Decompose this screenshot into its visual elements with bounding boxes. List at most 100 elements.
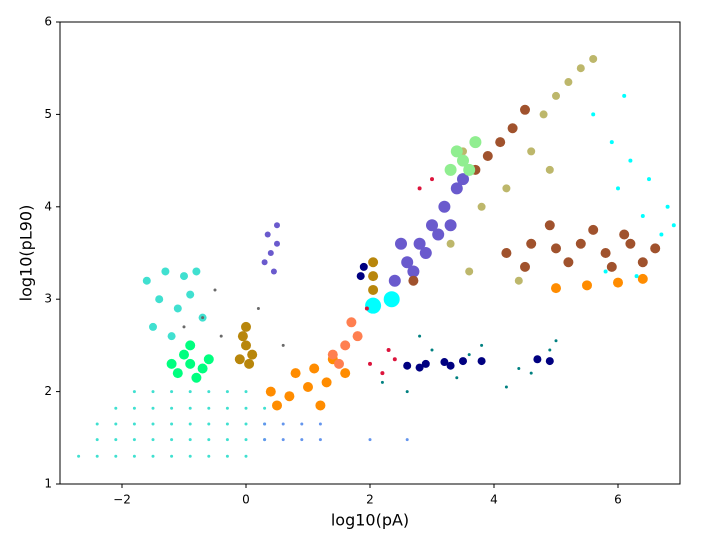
point (241, 340, 251, 351)
point (188, 422, 192, 426)
point (480, 343, 484, 347)
point (588, 224, 599, 235)
point (659, 232, 664, 237)
point (545, 357, 554, 366)
point (237, 331, 248, 342)
point (628, 158, 633, 163)
point (606, 261, 617, 272)
point (591, 112, 596, 117)
point (213, 288, 217, 292)
point (321, 377, 332, 388)
point (161, 267, 170, 276)
point (446, 239, 455, 248)
point (609, 140, 614, 145)
y-tick-label: 3 (44, 292, 52, 306)
point (469, 136, 482, 149)
point (619, 229, 630, 240)
point (665, 204, 670, 209)
point (300, 438, 304, 442)
point (582, 280, 592, 291)
point (142, 276, 151, 285)
point (114, 454, 118, 458)
point (457, 154, 469, 167)
point (219, 334, 223, 338)
point (151, 438, 155, 442)
x-tick-label: −2 (113, 493, 131, 507)
point (263, 406, 267, 410)
point (309, 363, 320, 374)
point (290, 368, 301, 379)
point (467, 353, 471, 357)
point (548, 348, 552, 352)
point (575, 238, 586, 249)
point (151, 422, 155, 426)
point (419, 247, 432, 259)
point (247, 349, 258, 360)
point (407, 265, 420, 278)
point (303, 381, 313, 392)
point (284, 391, 295, 402)
point (170, 390, 174, 394)
point (432, 228, 445, 241)
point (415, 363, 424, 372)
point (603, 269, 608, 274)
point (576, 64, 585, 73)
point (207, 422, 211, 426)
point (172, 368, 183, 379)
point (502, 184, 511, 193)
point (155, 295, 164, 304)
point (263, 422, 267, 426)
point (170, 454, 174, 458)
point (149, 322, 157, 331)
point (368, 438, 372, 442)
point (365, 297, 382, 314)
point (551, 283, 561, 294)
point (132, 406, 136, 410)
point (188, 454, 192, 458)
point (166, 358, 177, 369)
point (386, 348, 391, 353)
point (274, 222, 280, 229)
point (421, 359, 430, 368)
point (388, 274, 401, 287)
point (180, 272, 188, 281)
point (544, 220, 555, 231)
point (225, 454, 229, 458)
point (170, 438, 174, 442)
point (444, 219, 457, 232)
point (315, 400, 326, 411)
point (507, 123, 518, 134)
point (368, 257, 379, 268)
point (444, 163, 457, 176)
point (185, 358, 196, 369)
point (533, 355, 542, 364)
point (300, 422, 304, 426)
point (527, 147, 536, 156)
point (234, 354, 245, 365)
point (413, 237, 426, 250)
point (114, 422, 118, 426)
point (132, 390, 136, 394)
point (192, 267, 201, 276)
point (95, 454, 99, 458)
point (244, 454, 248, 458)
point (368, 284, 379, 295)
point (170, 422, 174, 426)
x-tick-label: 0 (242, 493, 250, 507)
point (244, 422, 248, 426)
point (265, 386, 276, 397)
point (450, 145, 463, 158)
point (186, 290, 195, 299)
point (281, 422, 285, 426)
point (132, 422, 136, 426)
point (637, 257, 648, 268)
point (495, 137, 506, 148)
point (392, 357, 397, 362)
point (244, 358, 255, 369)
point (368, 361, 372, 366)
point (207, 438, 211, 442)
point (182, 325, 186, 329)
point (368, 271, 379, 282)
point (637, 273, 648, 284)
point (114, 406, 118, 410)
